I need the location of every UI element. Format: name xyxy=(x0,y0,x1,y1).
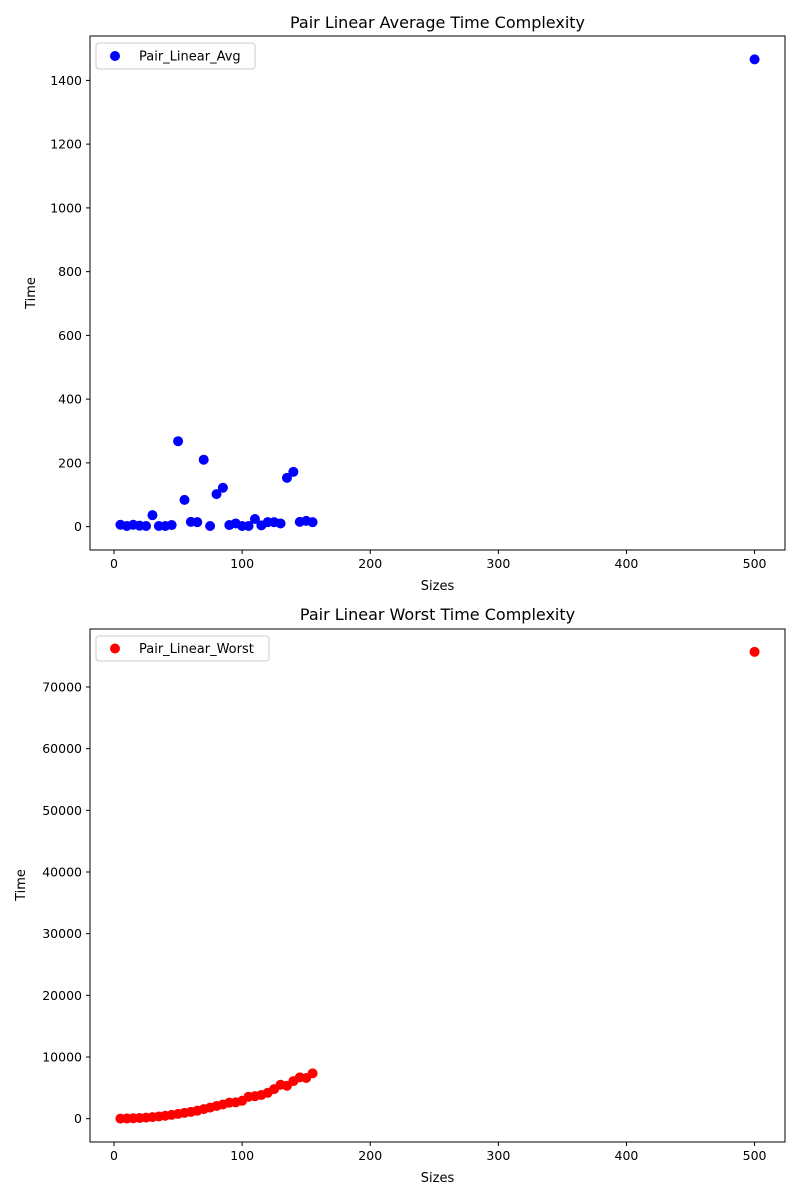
data-point xyxy=(198,454,209,465)
y-tick-label: 0 xyxy=(74,1111,82,1126)
x-tick-label: 300 xyxy=(486,1148,510,1163)
chart-average: Pair Linear Average Time Complexity 0 100… xyxy=(24,13,786,594)
chart-title: Pair Linear Worst Time Complexity xyxy=(300,605,575,624)
data-point xyxy=(217,482,228,493)
legend: Pair_Linear_Avg xyxy=(95,42,256,70)
legend-marker xyxy=(110,51,120,61)
y-tick-label: 20000 xyxy=(42,988,82,1003)
y-tick-label: 600 xyxy=(58,328,82,343)
x-axis-label: Sizes xyxy=(421,1171,455,1186)
x-tick-label: 500 xyxy=(743,556,767,571)
x-tick-label: 300 xyxy=(486,556,510,571)
y-tick-label: 800 xyxy=(58,264,82,279)
legend-box xyxy=(95,42,256,70)
x-tick-label: 200 xyxy=(358,556,382,571)
x-tick-label: 500 xyxy=(743,1148,767,1163)
data-point xyxy=(307,1068,318,1079)
data-point xyxy=(749,646,760,657)
data-point xyxy=(141,520,152,531)
data-point xyxy=(179,494,190,505)
y-tick-label: 0 xyxy=(74,519,82,534)
chart-title: Pair Linear Average Time Complexity xyxy=(290,13,585,32)
x-tick-label: 400 xyxy=(615,556,639,571)
x-tick-label: 100 xyxy=(230,556,254,571)
y-tick-label: 60000 xyxy=(42,741,82,756)
data-point xyxy=(249,513,260,524)
y-tick-label: 50000 xyxy=(42,803,82,818)
x-tick-label: 200 xyxy=(358,1148,382,1163)
chart-worst: Pair Linear Worst Time Complexity 0 100 20… xyxy=(14,605,786,1186)
y-tick-label: 10000 xyxy=(42,1050,82,1065)
plot-frame xyxy=(89,628,786,1143)
data-point xyxy=(243,520,254,531)
data-point xyxy=(749,54,760,65)
data-point xyxy=(307,517,318,528)
x-tick-label: 0 xyxy=(110,1148,118,1163)
y-tick-label: 1200 xyxy=(50,137,82,152)
legend-label: Pair_Linear_Avg xyxy=(139,50,241,65)
x-axis-label: Sizes xyxy=(421,579,455,594)
y-tick-label: 1400 xyxy=(50,73,82,88)
data-point xyxy=(205,520,216,531)
y-tick-label: 70000 xyxy=(42,679,82,694)
y-tick-label: 400 xyxy=(58,392,82,407)
legend-label: Pair_Linear_Worst xyxy=(139,642,254,657)
y-tick-label: 200 xyxy=(58,455,82,470)
data-point xyxy=(211,489,222,500)
y-axis-ticks: 0 10000 20000 30000 40000 50000 60000 70000 xyxy=(42,679,90,1126)
legend-box xyxy=(95,635,270,662)
legend-marker xyxy=(110,643,120,654)
data-point xyxy=(147,510,158,521)
data-point xyxy=(192,517,203,528)
y-tick-label: 1000 xyxy=(50,200,82,215)
y-axis-label: Time xyxy=(14,869,29,902)
x-tick-label: 0 xyxy=(110,556,118,571)
x-tick-label: 400 xyxy=(615,1148,639,1163)
x-axis-ticks: 0 100 200 300 400 500 xyxy=(110,1142,767,1163)
data-point xyxy=(275,518,286,529)
plot-frame xyxy=(89,35,786,551)
y-axis-label: Time xyxy=(24,277,39,310)
x-axis-ticks: 0 100 200 300 400 500 xyxy=(110,550,767,571)
y-axis-ticks: 0 200 400 600 800 1000 1200 1400 xyxy=(50,73,90,534)
legend: Pair_Linear_Worst xyxy=(95,635,270,662)
x-tick-label: 100 xyxy=(230,1148,254,1163)
data-point xyxy=(288,466,299,477)
data-point xyxy=(173,436,184,447)
scatter-points xyxy=(115,54,760,531)
data-point xyxy=(166,520,177,531)
y-tick-label: 30000 xyxy=(42,926,82,941)
y-tick-label: 40000 xyxy=(42,864,82,879)
scatter-points xyxy=(115,646,760,1124)
data-point xyxy=(281,472,292,483)
